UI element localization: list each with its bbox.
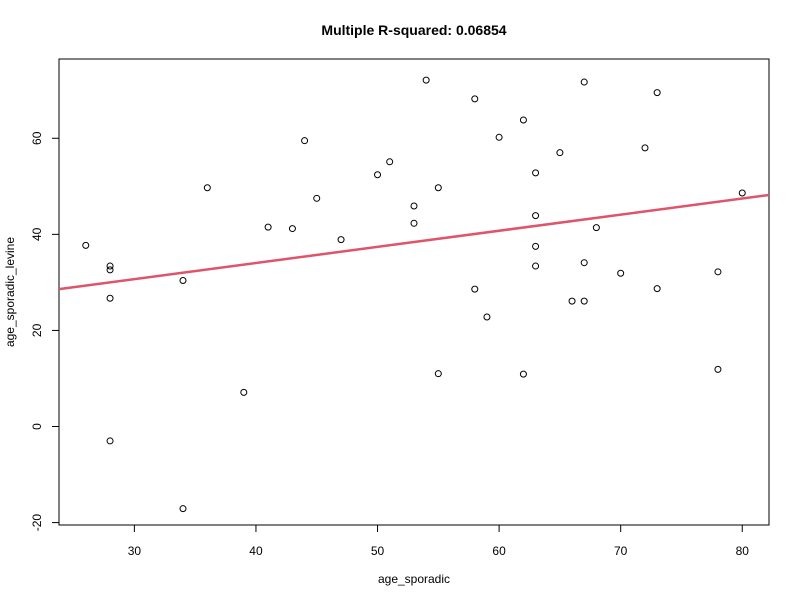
data-point	[264, 223, 272, 231]
data-point	[714, 268, 722, 276]
x-tick-label: 50	[371, 544, 385, 558]
data-point	[301, 137, 309, 145]
data-point	[580, 78, 588, 86]
data-point	[592, 224, 600, 232]
data-point	[483, 313, 491, 321]
data-point	[556, 149, 564, 157]
data-point	[653, 89, 661, 97]
data-point	[532, 169, 540, 177]
data-point	[495, 133, 503, 141]
data-point	[532, 262, 540, 270]
data-point	[374, 171, 382, 179]
x-axis-label: age_sporadic	[378, 572, 450, 586]
y-tick-label: 40	[30, 227, 44, 241]
data-point	[337, 236, 345, 244]
data-point	[386, 158, 394, 166]
x-axis: 30 40 50 60 70 80	[128, 524, 750, 558]
data-point	[106, 262, 114, 270]
y-tick-label: 20	[30, 323, 44, 337]
data-point	[568, 297, 576, 305]
data-point	[519, 116, 527, 124]
data-point	[641, 144, 649, 152]
data-point	[106, 266, 114, 274]
data-point	[179, 276, 187, 284]
data-point	[240, 388, 248, 396]
data-point	[471, 285, 479, 293]
data-point	[410, 202, 418, 210]
y-axis: -20 0 20 40 60	[30, 131, 60, 532]
data-point	[422, 76, 430, 84]
data-point	[179, 505, 187, 513]
data-point	[203, 184, 211, 192]
data-point	[106, 294, 114, 302]
data-point	[738, 189, 746, 197]
regression-line-layer	[58, 193, 770, 291]
x-tick-label: 80	[736, 544, 750, 558]
data-point	[519, 370, 527, 378]
data-point	[617, 269, 625, 277]
y-axis-label: age_sporadic_levine	[3, 237, 17, 347]
y-tick-label: 0	[30, 423, 44, 430]
data-point	[288, 225, 296, 233]
data-point	[82, 241, 90, 249]
data-points	[82, 76, 746, 513]
chart-title: Multiple R-squared: 0.06854	[321, 22, 506, 38]
y-tick-label: -20	[30, 514, 44, 532]
y-tick-label: 60	[30, 131, 44, 145]
x-tick-label: 70	[614, 544, 628, 558]
data-point	[471, 95, 479, 103]
regression-line	[58, 193, 770, 291]
x-tick-label: 60	[492, 544, 506, 558]
x-tick-label: 30	[128, 544, 142, 558]
data-point	[653, 285, 661, 293]
data-point	[106, 437, 114, 445]
data-point	[714, 365, 722, 373]
data-point	[532, 242, 540, 250]
x-tick-label: 40	[249, 544, 263, 558]
plot-frame	[58, 58, 770, 526]
data-point	[410, 219, 418, 227]
data-point	[532, 212, 540, 220]
data-point	[580, 259, 588, 267]
data-point	[580, 297, 588, 305]
data-point	[434, 184, 442, 192]
data-point	[434, 370, 442, 378]
data-point	[313, 194, 321, 202]
